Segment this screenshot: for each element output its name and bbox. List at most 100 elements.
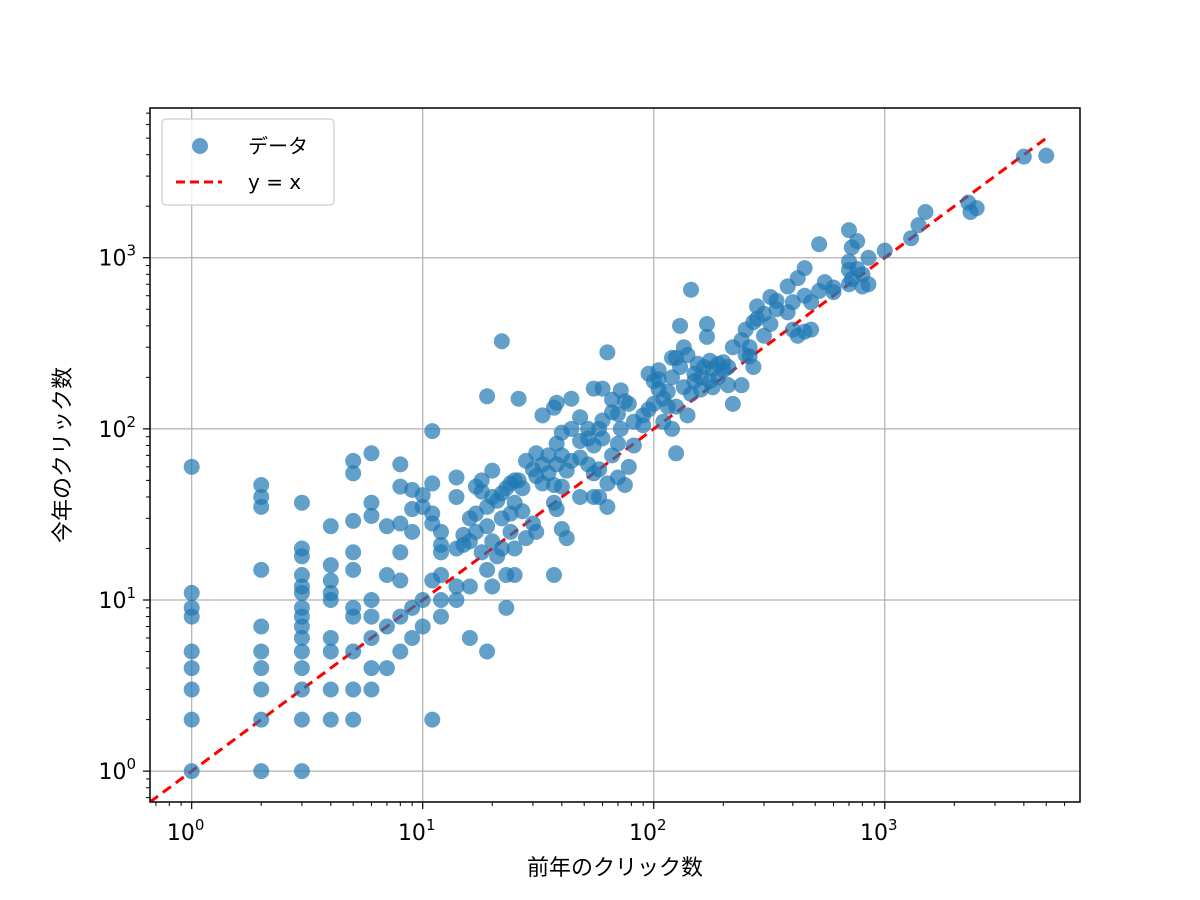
data-point (363, 660, 380, 677)
data-point (599, 344, 616, 361)
data-point (768, 292, 785, 309)
data-point (433, 566, 450, 583)
data-point (745, 358, 762, 375)
y-tick-label: 102 (98, 413, 136, 443)
data-point (553, 478, 570, 495)
data-point (506, 540, 523, 557)
data-point (659, 383, 676, 400)
data-point (293, 681, 310, 698)
data-point (378, 566, 395, 583)
data-point (860, 249, 877, 266)
data-point (363, 507, 380, 524)
legend-label-data: データ (248, 134, 308, 158)
data-point (404, 523, 421, 540)
data-point (448, 578, 465, 595)
data-point (594, 430, 611, 447)
data-point (378, 618, 395, 635)
data-point (484, 578, 501, 595)
data-point (424, 505, 441, 522)
data-point (345, 452, 362, 469)
data-point (502, 523, 519, 540)
data-point (293, 599, 310, 616)
data-point (183, 584, 200, 601)
x-tick-label: 103 (860, 816, 898, 846)
data-point (253, 561, 270, 578)
data-point (183, 599, 200, 616)
data-point (433, 536, 450, 553)
data-point (580, 420, 597, 437)
data-point (534, 407, 551, 424)
data-point (968, 200, 985, 217)
data-point (392, 643, 409, 660)
data-point (363, 445, 380, 462)
data-point (616, 476, 633, 493)
data-point (917, 204, 934, 221)
data-point (293, 763, 310, 780)
data-point (392, 608, 409, 625)
data-point (363, 494, 380, 511)
y-tick-label: 103 (98, 242, 136, 272)
data-point (548, 394, 565, 411)
data-point (625, 437, 642, 454)
data-point (572, 409, 589, 426)
data-point (253, 711, 270, 728)
data-points (183, 147, 1055, 780)
data-point (473, 472, 490, 489)
data-point (563, 420, 580, 437)
data-point (803, 294, 820, 311)
data-point (484, 462, 501, 479)
data-point (253, 488, 270, 505)
data-point (910, 217, 927, 234)
data-point (679, 407, 696, 424)
data-point (293, 629, 310, 646)
data-point (345, 465, 362, 482)
data-point (545, 566, 562, 583)
data-point (683, 281, 700, 298)
data-point (461, 629, 478, 646)
data-point (322, 557, 339, 574)
data-point (293, 566, 310, 583)
data-point (479, 643, 496, 660)
data-point (363, 629, 380, 646)
y-tick-label: 101 (98, 584, 136, 614)
data-point (514, 503, 531, 520)
data-point (322, 681, 339, 698)
data-point (498, 599, 515, 616)
data-point (322, 629, 339, 646)
data-point (1015, 148, 1032, 165)
data-point (594, 380, 611, 397)
data-point (322, 584, 339, 601)
data-point (392, 572, 409, 589)
data-point (322, 518, 339, 535)
data-point (720, 377, 737, 394)
data-point (668, 398, 685, 415)
data-point (183, 681, 200, 698)
data-point (672, 358, 689, 375)
data-point (563, 390, 580, 407)
data-point (591, 461, 608, 478)
data-point (378, 518, 395, 535)
data-point (1038, 147, 1055, 164)
data-point (404, 629, 421, 646)
data-point (183, 711, 200, 728)
data-point (293, 660, 310, 677)
data-point (825, 279, 842, 296)
legend-label-line: y = x (248, 170, 301, 194)
data-point (253, 660, 270, 677)
data-point (668, 445, 685, 462)
data-point (345, 643, 362, 660)
data-point (461, 578, 478, 595)
data-point (322, 643, 339, 660)
data-point (755, 327, 772, 344)
data-point (650, 362, 667, 379)
data-point (253, 763, 270, 780)
data-point (424, 711, 441, 728)
data-point (903, 230, 920, 247)
data-point (433, 591, 450, 608)
x-tick-label: 100 (167, 816, 205, 846)
data-point (183, 458, 200, 475)
data-point (803, 321, 820, 338)
data-point (293, 494, 310, 511)
data-point (363, 681, 380, 698)
